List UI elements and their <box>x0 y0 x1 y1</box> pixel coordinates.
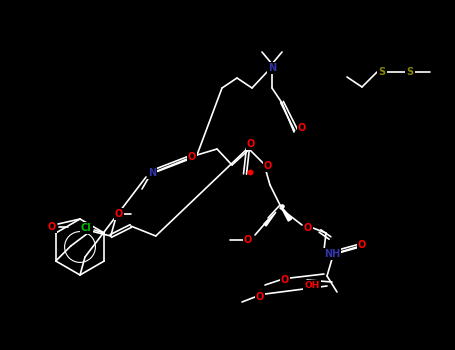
Text: O: O <box>48 222 56 232</box>
Text: S: S <box>379 67 385 77</box>
Text: NH: NH <box>324 249 340 259</box>
Text: O: O <box>244 235 252 245</box>
Text: OH: OH <box>304 280 320 289</box>
Polygon shape <box>264 212 276 226</box>
Text: Cl: Cl <box>81 223 91 233</box>
Text: O: O <box>281 275 289 285</box>
Text: N: N <box>148 168 156 178</box>
Text: O: O <box>247 139 255 149</box>
Text: S: S <box>406 67 414 77</box>
Polygon shape <box>280 205 292 221</box>
Text: O: O <box>358 240 366 250</box>
Text: O: O <box>256 292 264 302</box>
Text: O: O <box>188 152 196 162</box>
Text: N: N <box>268 63 276 73</box>
Text: O: O <box>264 161 272 171</box>
Text: O: O <box>304 223 312 233</box>
Text: O: O <box>115 209 123 219</box>
Text: O: O <box>298 123 306 133</box>
